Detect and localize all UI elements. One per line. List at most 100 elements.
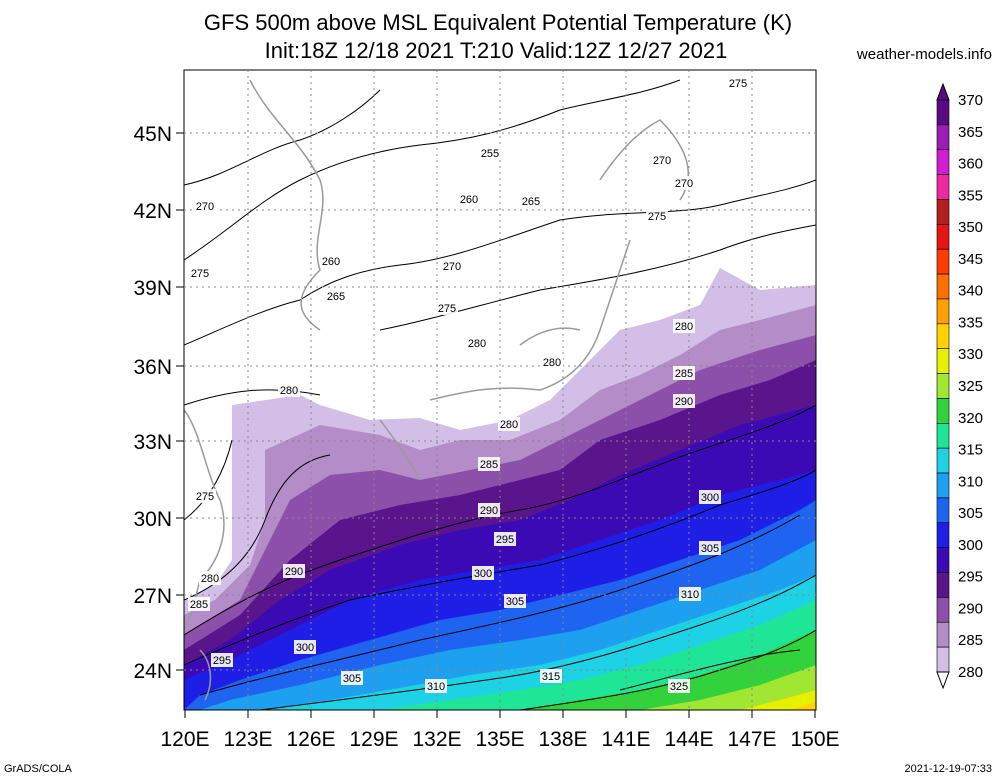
lon-label: 120E (160, 728, 209, 751)
colorbar-swatch (936, 398, 950, 424)
colorbar-swatch (936, 646, 950, 673)
site-credit: weather-models.info (856, 46, 992, 63)
svg-text:275: 275 (729, 78, 747, 90)
colorbar-label: 365 (958, 124, 983, 141)
axis-labels: 45N 42N 39N 36N 33N 30N 27N 24N 120E 123E 126E 129E… (133, 123, 839, 751)
lon-label: 141E (601, 728, 650, 751)
contour-label: 290 (673, 394, 695, 408)
contour-label: 275 (189, 266, 211, 280)
svg-text:280: 280 (500, 419, 518, 431)
lon-label: 138E (538, 728, 587, 751)
svg-text:280: 280 (675, 321, 693, 333)
svg-text:280: 280 (468, 338, 486, 350)
svg-text:275: 275 (438, 303, 456, 315)
colorbar-swatch (936, 572, 950, 598)
svg-text:295: 295 (213, 655, 231, 667)
lat-label: 36N (133, 356, 172, 379)
svg-text:305: 305 (701, 543, 719, 555)
contour-label: 270 (441, 259, 463, 273)
colorbar-swatch (936, 447, 950, 474)
colorbar-label: 295 (958, 569, 983, 586)
colorbar-swatch (936, 621, 950, 648)
contour-lines (184, 79, 816, 710)
colorbar-label: 305 (958, 505, 983, 522)
svg-text:310: 310 (427, 681, 445, 693)
contour-label: 295 (494, 532, 516, 546)
svg-text:270: 270 (653, 155, 671, 167)
contour-label: 315 (540, 669, 562, 683)
colorbar-swatch (936, 124, 950, 151)
contour-label: 280 (541, 355, 563, 369)
svg-text:280: 280 (280, 385, 298, 397)
contour-label: 275 (436, 301, 458, 315)
lon-label: 132E (412, 728, 461, 751)
colorbar-label: 285 (958, 632, 983, 649)
colorbar-swatch (936, 348, 950, 374)
lon-label: 126E (286, 728, 335, 751)
colorbar-label: 330 (958, 346, 983, 363)
contour-label: 280 (278, 383, 300, 397)
colorbar-swatch (936, 298, 950, 325)
colorbar-label: 345 (958, 251, 983, 268)
svg-text:315: 315 (542, 671, 560, 683)
colorbar-label: 350 (958, 219, 983, 236)
contour-label: 265 (325, 289, 347, 303)
contour-label: 290 (283, 564, 305, 578)
svg-text:310: 310 (681, 589, 699, 601)
svg-text:265: 265 (522, 196, 540, 208)
colorbar-swatch (936, 323, 950, 349)
band-335-340 (640, 665, 816, 710)
colorbar-label: 280 (958, 664, 983, 681)
svg-text:280: 280 (543, 357, 561, 369)
lon-label: 147E (727, 728, 776, 751)
colorbar-swatch (936, 199, 950, 225)
svg-text:265: 265 (327, 291, 345, 303)
colorbar-swatch (936, 522, 950, 548)
contour-label: 325 (668, 679, 690, 693)
svg-text:285: 285 (480, 459, 498, 471)
contour-label: 260 (320, 254, 342, 268)
svg-text:285: 285 (675, 368, 693, 380)
colorbar-swatch (936, 248, 950, 275)
contour-label: 295 (211, 653, 233, 667)
footer-timestamp: 2021-12-19-07:33 (904, 763, 992, 775)
lon-label: 129E (349, 728, 398, 751)
svg-text:255: 255 (481, 148, 499, 160)
svg-text:260: 260 (322, 256, 340, 268)
colorbar-label: 315 (958, 442, 983, 459)
contour-label: 270 (194, 199, 216, 213)
contour-label: 305 (699, 541, 721, 555)
colorbar-label: 325 (958, 378, 983, 395)
svg-text:300: 300 (474, 568, 492, 580)
colorbar-swatch (936, 497, 950, 524)
lat-label: 24N (133, 660, 172, 683)
svg-text:325: 325 (670, 681, 688, 693)
band-345-350 (790, 702, 816, 710)
svg-text:290: 290 (675, 396, 693, 408)
contour-label: 305 (341, 671, 363, 685)
colorbar-swatch (936, 597, 950, 623)
gridlines (184, 70, 816, 710)
contour-label: 260 (458, 192, 480, 206)
contour-label: 300 (294, 640, 316, 654)
contour-label: 285 (478, 457, 500, 471)
contour-label: 275 (646, 209, 668, 223)
colorbar-label: 340 (958, 283, 983, 300)
svg-text:275: 275 (648, 211, 666, 223)
lon-label: 144E (664, 728, 713, 751)
colorbar-swatch (936, 273, 950, 300)
colorbar-swatch (936, 174, 950, 200)
contour-label: 280 (673, 319, 695, 333)
contour-label: 275 (727, 76, 749, 90)
colorbar-swatch (936, 99, 950, 126)
svg-text:270: 270 (196, 201, 214, 213)
colorbar-swatch (936, 423, 950, 449)
colorbar-label: 320 (958, 410, 983, 427)
svg-text:300: 300 (701, 492, 719, 504)
contour-label: 255 (479, 146, 501, 160)
contour-label: 300 (699, 490, 721, 504)
contour-label: 280 (466, 336, 488, 350)
svg-text:295: 295 (496, 534, 514, 546)
lat-label: 42N (133, 200, 172, 223)
